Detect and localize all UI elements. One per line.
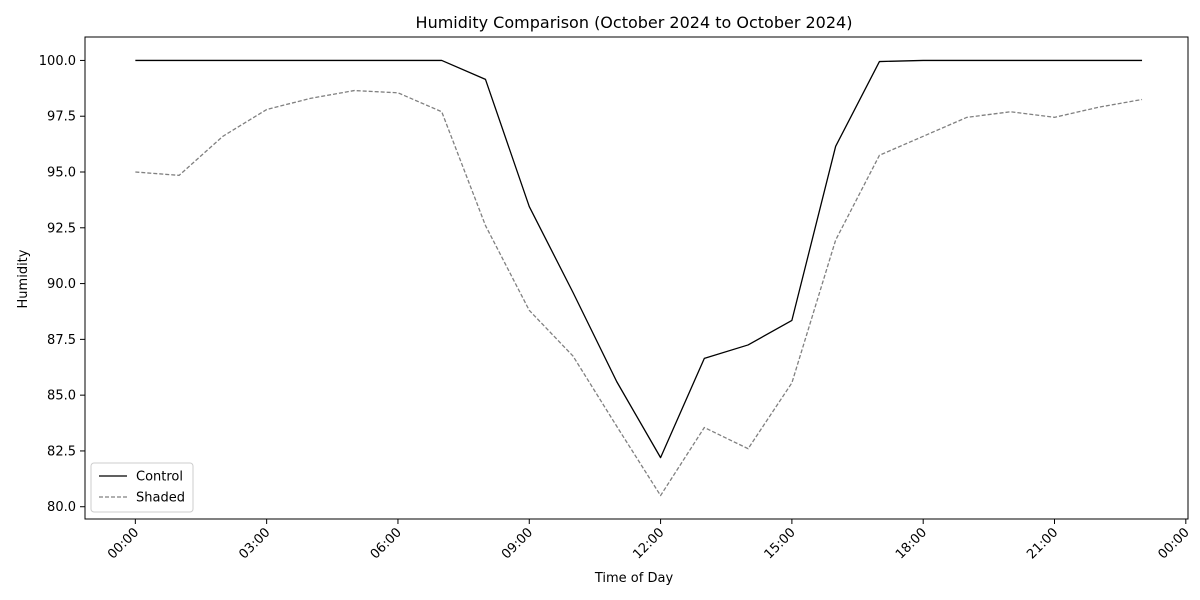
x-tick-label: 06:00 <box>368 525 405 562</box>
y-tick-label: 87.5 <box>47 333 76 348</box>
x-tick-label: 00:00 <box>105 525 142 562</box>
y-tick-label: 100.0 <box>39 54 76 69</box>
x-axis-label: Time of Day <box>594 571 674 586</box>
x-tick-label: 15:00 <box>762 525 799 562</box>
y-tick-label: 82.5 <box>47 444 76 459</box>
plot-area <box>84 36 1189 520</box>
series-line-control <box>135 59 1143 459</box>
y-tick-label: 90.0 <box>47 277 76 292</box>
legend: Control Shaded <box>90 462 194 513</box>
y-axis-label: Humidity <box>16 249 31 308</box>
y-tick-label: 85.0 <box>47 389 76 404</box>
y-tick-label: 92.5 <box>47 221 76 236</box>
y-tick-label: 95.0 <box>47 166 76 181</box>
x-tick-label: 21:00 <box>1024 525 1061 562</box>
legend-label-control: Control <box>136 470 183 485</box>
x-axis: 00:00 03:00 06:00 09:00 12:00 15:00 18:00 21:00… <box>105 519 1193 562</box>
y-tick-label: 80.0 <box>47 500 76 515</box>
x-tick-label: 00:00 <box>1156 525 1193 562</box>
legend-box <box>90 462 194 513</box>
x-tick-label: 03:00 <box>236 525 273 562</box>
chart-title: Humidity Comparison (October 2024 to Oct… <box>416 13 853 32</box>
series-line-shaded <box>135 89 1143 497</box>
x-tick-label: 09:00 <box>499 525 536 562</box>
y-axis: 80.0 82.5 85.0 87.5 90.0 92.5 95.0 97.5 100.0 <box>39 54 85 515</box>
legend-label-shaded: Shaded <box>136 491 185 506</box>
y-tick-label: 97.5 <box>47 110 76 125</box>
x-tick-label: 12:00 <box>630 525 667 562</box>
series-lines <box>135 59 1143 497</box>
x-tick-label: 18:00 <box>893 525 930 562</box>
